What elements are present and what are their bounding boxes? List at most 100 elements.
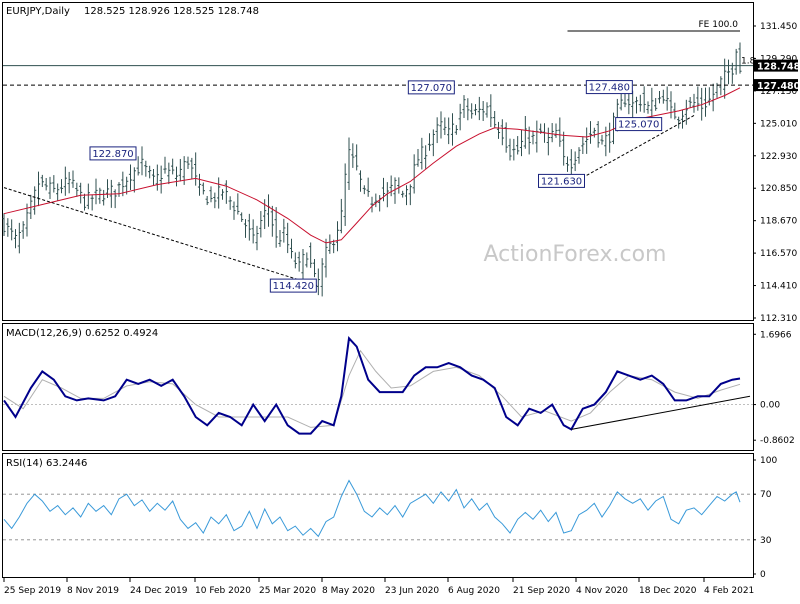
ohlc-bar: [611, 112, 616, 145]
ohlc-bar: [217, 177, 221, 209]
ohlc-bar: [489, 94, 493, 128]
ohlc-bar: [33, 186, 37, 215]
ohlc-bar: [504, 122, 508, 153]
ohlc-bar: [408, 184, 412, 206]
ohlc-bar: [21, 221, 25, 239]
x-tick-label: 10 Feb 2020: [195, 586, 251, 596]
ohlc-bar: [600, 134, 604, 145]
macd-y-tick-label: -0.8602: [760, 436, 795, 446]
ohlc-bar: [316, 268, 320, 296]
ohlc-bar: [328, 234, 332, 254]
ohlc-bar: [696, 86, 700, 111]
ohlc-bar: [351, 143, 355, 168]
macd-line: [3, 336, 741, 435]
ohlc-bar: [711, 83, 715, 112]
ohlc-bar: [36, 171, 41, 207]
up-trendline: [586, 115, 695, 176]
ohlc-bar: [523, 115, 527, 149]
ohlc-bar: [320, 258, 324, 297]
rsi-y-tick-label: 30: [760, 536, 772, 546]
ohlc-bar: [493, 111, 497, 129]
ohlc-bar: [159, 165, 163, 194]
ohlc-bar: [213, 192, 217, 209]
fe-small-label: 1.8: [741, 57, 756, 67]
ohlc-bar: [286, 222, 290, 254]
ohlc-bar: [148, 165, 152, 179]
moving-average-line: [3, 87, 741, 244]
ohlc-bar: [270, 205, 274, 237]
ohlc-bar: [79, 182, 83, 204]
ohlc-bar: [82, 193, 87, 211]
ohlc-bar: [427, 133, 432, 151]
ohlc-bar: [680, 109, 685, 129]
ohlc-bar: [554, 123, 558, 138]
macd-y-tick-label: 0.00: [760, 401, 780, 411]
macd-title: MACD(12,26,9) 0.6252 0.4924: [6, 328, 158, 339]
watermark: ActionForex.com: [484, 242, 667, 267]
ohlc-bar: [13, 229, 18, 249]
ohlc-bar: [332, 239, 336, 254]
ohlc-bar: [209, 186, 213, 203]
ohlc-bar: [243, 219, 248, 238]
ohlc-bar: [94, 178, 98, 205]
ohlc-bar: [98, 187, 102, 204]
x-tick-label: 24 Dec 2019: [130, 586, 188, 596]
pivot-label-text: 122.870: [92, 149, 133, 160]
ohlc-bar: [401, 190, 405, 198]
ohlc-bar: [236, 193, 240, 215]
ohlc-bar: [631, 90, 635, 120]
ohlc-bar: [6, 218, 10, 237]
macd-signal-line: [3, 349, 741, 428]
ohlc-bar: [339, 198, 343, 234]
ohlc-bar: [40, 174, 44, 188]
x-tick-label: 6 Aug 2020: [448, 586, 500, 596]
ohlc-bar: [646, 101, 650, 114]
ohlc-bar: [516, 136, 520, 155]
price-y-tick-label: 129.290: [760, 54, 797, 64]
ohlc-bar: [343, 163, 347, 226]
rsi-y-tick-label: 70: [760, 490, 772, 500]
ohlc-bar: [163, 156, 167, 174]
ohlc-bar: [719, 76, 723, 96]
ohlc-bar: [224, 180, 228, 204]
rsi-line: [3, 479, 741, 538]
ohlc-bar: [67, 171, 71, 194]
ohlc-bar: [197, 173, 202, 196]
ohlc-bar: [588, 121, 593, 144]
ohlc-bar: [439, 111, 443, 139]
ohlc-bar: [470, 103, 474, 119]
pivot-label-text: 121.630: [541, 176, 582, 187]
ohlc-bar: [324, 238, 328, 278]
ohlc-bar: [102, 189, 106, 206]
ohlc-bar: [140, 146, 144, 176]
ohlc-bar: [535, 120, 539, 153]
current-price-badge: 128.748: [754, 59, 800, 73]
price-layer: FE 100.0 1.8 122.870 114.420 127.070 121.630 1…: [2, 20, 756, 297]
ohlc-bar: [10, 219, 14, 241]
ohlc-bar: [519, 129, 524, 157]
ohlc-bar: [585, 127, 589, 154]
ohlc-bar: [190, 157, 194, 179]
ohlc-bar: [136, 156, 140, 176]
price-y-tick-label: 120.850: [760, 184, 797, 194]
ohlc-bar: [496, 121, 501, 139]
ohlc-bar: [393, 177, 397, 204]
pivot-label: 127.480: [585, 80, 633, 95]
level-badge: 127.480: [754, 79, 800, 92]
ohlc-bar: [703, 87, 708, 117]
macd-panel-frame: [2, 323, 754, 451]
ohlc-bar: [723, 58, 727, 99]
ohlc-bar: [52, 175, 56, 193]
pivot-label-text: 125.070: [618, 120, 659, 131]
current-price-badge-text: 128.748: [757, 62, 800, 73]
ohlc-bar: [186, 156, 190, 169]
ohlc-bar: [305, 252, 309, 268]
ohlc-bar: [654, 98, 658, 111]
ohlc-bar: [132, 167, 136, 193]
ohlc-bar: [565, 156, 570, 172]
price-y-tick-label: 127.130: [760, 87, 797, 97]
ohlc-bar: [466, 98, 470, 121]
ohlc-bar: [562, 131, 566, 166]
ohlc-bar: [90, 194, 94, 211]
